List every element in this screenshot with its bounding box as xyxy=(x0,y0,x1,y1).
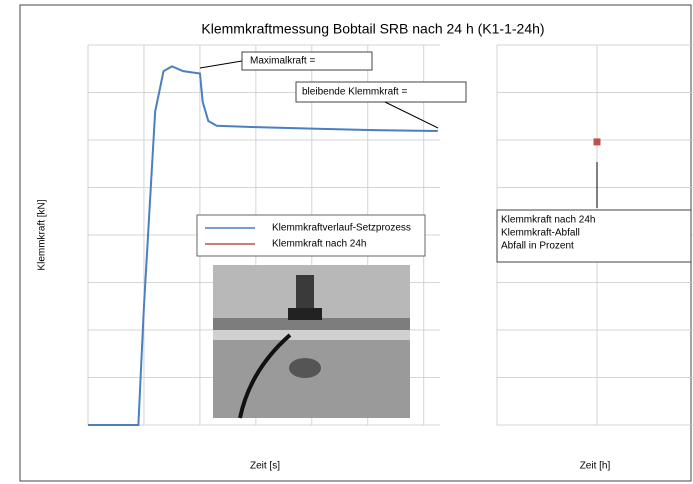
x-axis-label: Zeit [h] xyxy=(580,461,611,472)
legend-label: Klemmkraftverlauf-Setzprozess xyxy=(272,223,411,234)
x-axis-label: Zeit [s] xyxy=(250,461,280,472)
legend-label: Klemmkraft nach 24h xyxy=(272,239,367,250)
annotation: Abfall in Prozent xyxy=(501,241,574,252)
legend xyxy=(197,215,425,256)
annotation: Maximalkraft = xyxy=(250,56,315,67)
annotation: bleibende Klemmkraft = xyxy=(302,87,407,98)
chart: Klemmkraftmessung Bobtail SRB nach 24 h … xyxy=(0,0,693,484)
annotation: Klemmkraft-Abfall xyxy=(501,228,580,239)
page: Klemmkraftmessung Bobtail SRB nach 24 h … xyxy=(0,0,693,484)
photo xyxy=(213,265,410,418)
y-axis-label: Klemmkraft [kN] xyxy=(37,199,48,270)
annotation: Klemmkraft nach 24h xyxy=(501,215,596,226)
chart-title: Klemmkraftmessung Bobtail SRB nach 24 h … xyxy=(201,21,544,37)
data-point xyxy=(594,138,601,145)
